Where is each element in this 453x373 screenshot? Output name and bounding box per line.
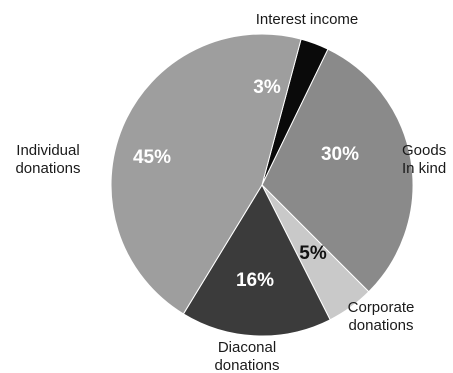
category-label-3: Diaconal donations: [214, 339, 279, 373]
pie-slice-4: [110, 33, 302, 315]
category-label-line: Interest income: [256, 11, 359, 28]
slice-percent-label-1: 30%: [321, 144, 359, 165]
category-label-line: Individual: [16, 142, 79, 159]
slice-percent-label-0: 3%: [253, 77, 281, 98]
category-label-line: Corporate: [348, 299, 415, 316]
category-label-0: Interest income: [256, 11, 359, 28]
percent-labels: 3% 30% 5% 16% 45%: [133, 77, 359, 291]
category-label-line: donations: [214, 357, 279, 373]
slice-percent-label-3: 16%: [236, 270, 274, 291]
pie-slice-1: [261, 48, 414, 293]
pie-slice-3: [182, 183, 331, 337]
category-label-line: Diaconal: [218, 339, 276, 356]
category-label-1: Goods In kind: [402, 142, 446, 177]
category-label-line: Goods: [402, 142, 446, 159]
slice-percent-label-4: 45%: [133, 147, 171, 168]
category-label-line: In kind: [402, 160, 446, 177]
category-label-line: donations: [15, 160, 80, 177]
category-label-2: Corporate donations: [348, 299, 415, 334]
pie-slices: [110, 33, 414, 337]
slice-percent-label-2: 5%: [299, 243, 327, 264]
category-label-line: donations: [348, 317, 413, 334]
category-label-4: Individual donations: [15, 142, 80, 177]
